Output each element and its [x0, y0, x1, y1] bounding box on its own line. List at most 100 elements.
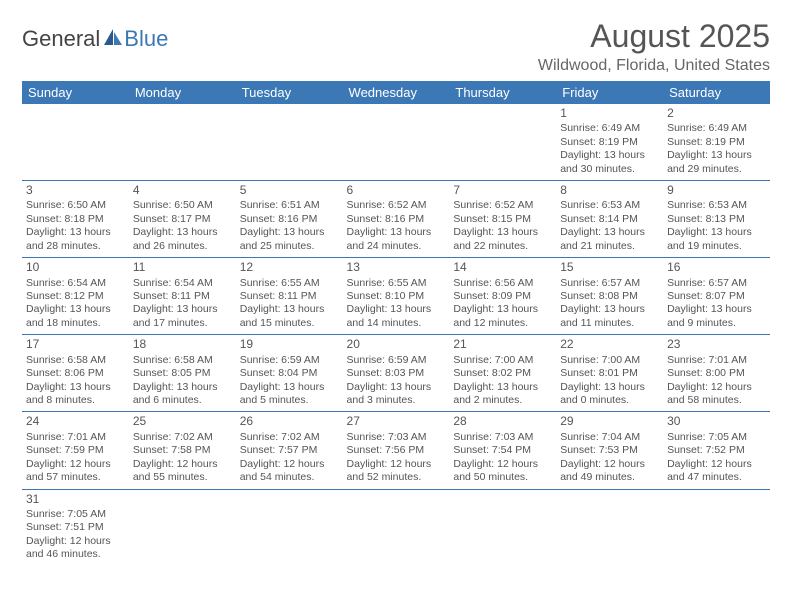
sunrise-text: Sunrise: 7:00 AM — [560, 354, 659, 367]
sunrise-text: Sunrise: 7:05 AM — [26, 508, 125, 521]
weekday-header: Wednesday — [343, 81, 450, 104]
calendar-day-cell: 1Sunrise: 6:49 AMSunset: 8:19 PMDaylight… — [556, 104, 663, 181]
calendar-body: 1Sunrise: 6:49 AMSunset: 8:19 PMDaylight… — [22, 104, 770, 566]
calendar-day-cell: 5Sunrise: 6:51 AMSunset: 8:16 PMDaylight… — [236, 181, 343, 258]
sunrise-text: Sunrise: 6:53 AM — [667, 199, 766, 212]
sunrise-text: Sunrise: 6:57 AM — [560, 277, 659, 290]
calendar-table: Sunday Monday Tuesday Wednesday Thursday… — [22, 81, 770, 566]
sunset-text: Sunset: 8:10 PM — [347, 290, 446, 303]
day-number: 20 — [347, 337, 446, 352]
calendar-day-cell: 4Sunrise: 6:50 AMSunset: 8:17 PMDaylight… — [129, 181, 236, 258]
calendar-week-row: 3Sunrise: 6:50 AMSunset: 8:18 PMDaylight… — [22, 181, 770, 258]
sunrise-text: Sunrise: 7:02 AM — [133, 431, 232, 444]
sunrise-text: Sunrise: 6:56 AM — [453, 277, 552, 290]
day-number: 9 — [667, 183, 766, 198]
sunset-text: Sunset: 8:11 PM — [240, 290, 339, 303]
sunrise-text: Sunrise: 6:49 AM — [667, 122, 766, 135]
day-number: 18 — [133, 337, 232, 352]
day-number: 13 — [347, 260, 446, 275]
daylight-text: Daylight: 13 hours and 28 minutes. — [26, 226, 125, 253]
sunset-text: Sunset: 8:14 PM — [560, 213, 659, 226]
calendar-empty-cell — [236, 104, 343, 181]
calendar-day-cell: 28Sunrise: 7:03 AMSunset: 7:54 PMDayligh… — [449, 412, 556, 489]
day-number: 11 — [133, 260, 232, 275]
calendar-day-cell: 10Sunrise: 6:54 AMSunset: 8:12 PMDayligh… — [22, 258, 129, 335]
sunset-text: Sunset: 8:05 PM — [133, 367, 232, 380]
day-number: 24 — [26, 414, 125, 429]
daylight-text: Daylight: 13 hours and 2 minutes. — [453, 381, 552, 408]
sunset-text: Sunset: 7:59 PM — [26, 444, 125, 457]
sunrise-text: Sunrise: 6:53 AM — [560, 199, 659, 212]
day-number: 1 — [560, 106, 659, 121]
calendar-day-cell: 23Sunrise: 7:01 AMSunset: 8:00 PMDayligh… — [663, 335, 770, 412]
calendar-empty-cell — [22, 104, 129, 181]
sunset-text: Sunset: 8:04 PM — [240, 367, 339, 380]
logo-sail-icon — [103, 28, 123, 46]
day-number: 28 — [453, 414, 552, 429]
sunset-text: Sunset: 8:06 PM — [26, 367, 125, 380]
sunrise-text: Sunrise: 6:52 AM — [453, 199, 552, 212]
sunrise-text: Sunrise: 7:03 AM — [453, 431, 552, 444]
weekday-header-row: Sunday Monday Tuesday Wednesday Thursday… — [22, 81, 770, 104]
daylight-text: Daylight: 12 hours and 57 minutes. — [26, 458, 125, 485]
month-title: August 2025 — [538, 18, 770, 55]
day-number: 2 — [667, 106, 766, 121]
sunrise-text: Sunrise: 7:04 AM — [560, 431, 659, 444]
calendar-day-cell: 14Sunrise: 6:56 AMSunset: 8:09 PMDayligh… — [449, 258, 556, 335]
daylight-text: Daylight: 13 hours and 22 minutes. — [453, 226, 552, 253]
sunrise-text: Sunrise: 6:50 AM — [133, 199, 232, 212]
day-number: 10 — [26, 260, 125, 275]
sunrise-text: Sunrise: 7:05 AM — [667, 431, 766, 444]
sunset-text: Sunset: 8:03 PM — [347, 367, 446, 380]
calendar-day-cell: 19Sunrise: 6:59 AMSunset: 8:04 PMDayligh… — [236, 335, 343, 412]
calendar-day-cell: 8Sunrise: 6:53 AMSunset: 8:14 PMDaylight… — [556, 181, 663, 258]
calendar-day-cell: 3Sunrise: 6:50 AMSunset: 8:18 PMDaylight… — [22, 181, 129, 258]
calendar-week-row: 24Sunrise: 7:01 AMSunset: 7:59 PMDayligh… — [22, 412, 770, 489]
sunrise-text: Sunrise: 6:59 AM — [240, 354, 339, 367]
calendar-day-cell: 24 Sunrise: 7:01 AMSunset: 7:59 PMDayligh… — [22, 412, 129, 489]
daylight-text: Daylight: 13 hours and 26 minutes. — [133, 226, 232, 253]
calendar-day-cell: 20Sunrise: 6:59 AMSunset: 8:03 PMDayligh… — [343, 335, 450, 412]
sunset-text: Sunset: 7:56 PM — [347, 444, 446, 457]
sunrise-text: Sunrise: 6:52 AM — [347, 199, 446, 212]
calendar-week-row: 17Sunrise: 6:58 AMSunset: 8:06 PMDayligh… — [22, 335, 770, 412]
daylight-text: Daylight: 13 hours and 6 minutes. — [133, 381, 232, 408]
calendar-empty-cell — [129, 104, 236, 181]
daylight-text: Daylight: 13 hours and 29 minutes. — [667, 149, 766, 176]
day-number: 4 — [133, 183, 232, 198]
title-group: August 2025 Wildwood, Florida, United St… — [538, 18, 770, 75]
sunrise-text: Sunrise: 7:02 AM — [240, 431, 339, 444]
sunrise-text: Sunrise: 6:49 AM — [560, 122, 659, 135]
weekday-header: Monday — [129, 81, 236, 104]
calendar-day-cell: 7Sunrise: 6:52 AMSunset: 8:15 PMDaylight… — [449, 181, 556, 258]
daylight-text: Daylight: 13 hours and 3 minutes. — [347, 381, 446, 408]
day-number: 21 — [453, 337, 552, 352]
sunset-text: Sunset: 8:15 PM — [453, 213, 552, 226]
calendar-day-cell: 26Sunrise: 7:02 AMSunset: 7:57 PMDayligh… — [236, 412, 343, 489]
daylight-text: Daylight: 13 hours and 17 minutes. — [133, 303, 232, 330]
calendar-day-cell: 11Sunrise: 6:54 AMSunset: 8:11 PMDayligh… — [129, 258, 236, 335]
daylight-text: Daylight: 12 hours and 49 minutes. — [560, 458, 659, 485]
day-number: 16 — [667, 260, 766, 275]
calendar-empty-cell — [449, 104, 556, 181]
sunset-text: Sunset: 7:54 PM — [453, 444, 552, 457]
day-number: 19 — [240, 337, 339, 352]
sunrise-text: Sunrise: 7:01 AM — [26, 431, 125, 444]
sunrise-text: Sunrise: 6:54 AM — [133, 277, 232, 290]
day-number: 8 — [560, 183, 659, 198]
day-number: 12 — [240, 260, 339, 275]
daylight-text: Daylight: 12 hours and 46 minutes. — [26, 535, 125, 562]
weekday-header: Friday — [556, 81, 663, 104]
sunset-text: Sunset: 8:08 PM — [560, 290, 659, 303]
sunrise-text: Sunrise: 7:03 AM — [347, 431, 446, 444]
day-number: 23 — [667, 337, 766, 352]
day-number: 22 — [560, 337, 659, 352]
daylight-text: Daylight: 13 hours and 25 minutes. — [240, 226, 339, 253]
sunset-text: Sunset: 7:51 PM — [26, 521, 125, 534]
daylight-text: Daylight: 13 hours and 12 minutes. — [453, 303, 552, 330]
weekday-header: Sunday — [22, 81, 129, 104]
calendar-day-cell: 31Sunrise: 7:05 AMSunset: 7:51 PMDayligh… — [22, 489, 129, 566]
sunset-text: Sunset: 8:16 PM — [240, 213, 339, 226]
sunset-text: Sunset: 8:00 PM — [667, 367, 766, 380]
calendar-week-row: 10Sunrise: 6:54 AMSunset: 8:12 PMDayligh… — [22, 258, 770, 335]
